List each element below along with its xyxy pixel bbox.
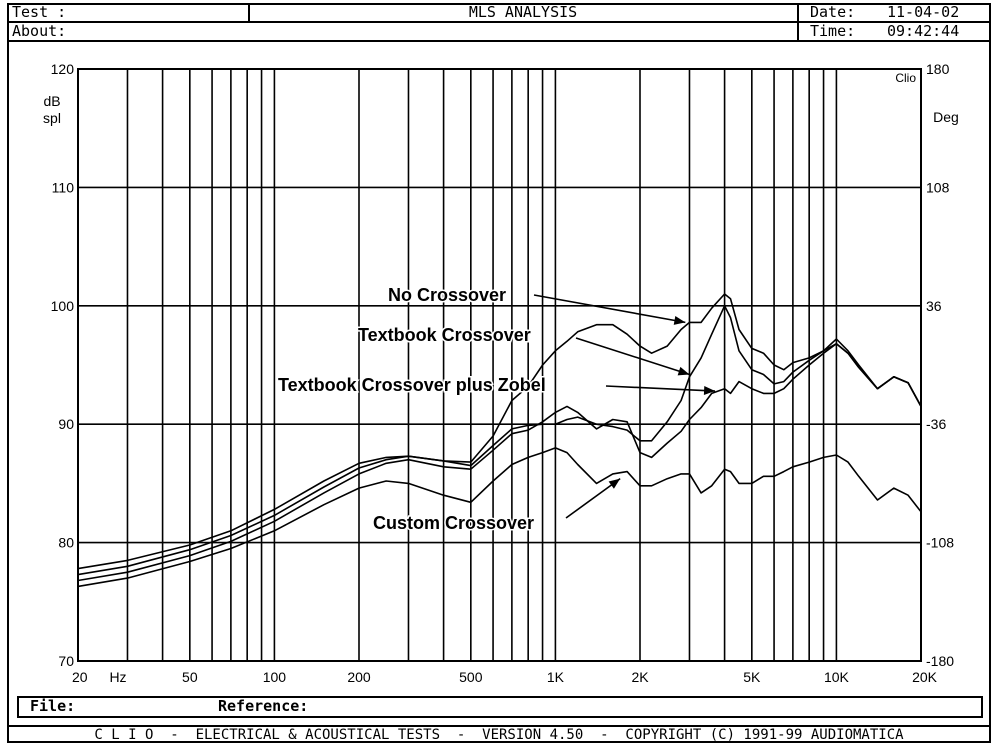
date-value: 11-04-02 (887, 3, 960, 21)
window-frame (7, 3, 991, 743)
annotation-arrow-head (677, 366, 690, 376)
annotation-arrow-head (703, 386, 716, 396)
page-title: MLS ANALYSIS (468, 3, 578, 21)
axis-labels-group: 70 80 90 100 110 120 -180 -108 -36 36 108 180 20 50 10… (43, 61, 959, 685)
annotation-label: Custom Crossover (373, 513, 534, 533)
x-tick-label: 50 (182, 669, 198, 685)
annotation-label: Textbook Crossover (358, 325, 531, 345)
annotation-label: No Crossover (388, 285, 506, 305)
time-value: 09:42:44 (887, 22, 960, 40)
y2-tick-label: 36 (926, 298, 942, 314)
y2-tick-label: -180 (926, 653, 954, 669)
y-tick-label: 100 (51, 298, 75, 314)
series-line-3 (77, 447, 922, 588)
y-tick-label: 70 (58, 653, 74, 669)
x-tick-label: 10K (824, 669, 850, 685)
annotation-arrow-line (605, 385, 716, 392)
series-line-2 (77, 342, 922, 582)
clio-corner-label: Clio (895, 71, 916, 85)
x-unit-label: Hz (109, 669, 126, 685)
annotations-group: No Crossover Textbook Crossover Textbook C… (277, 284, 716, 535)
file-reference-row (17, 696, 983, 718)
reference-label: Reference: (218, 697, 309, 715)
x-tick-label: 500 (459, 669, 483, 685)
header-vertical-left (248, 3, 250, 22)
about-label: About: (12, 22, 67, 40)
grid (77, 68, 922, 662)
annotation-arrow-line (565, 478, 621, 519)
y2-tick-label: -108 (926, 535, 954, 551)
header-divider-2 (7, 40, 991, 42)
annotation-arrow-line (575, 337, 690, 376)
file-label: File: (30, 697, 76, 715)
annotation-arrow-line (533, 294, 686, 324)
plot-border (77, 68, 922, 662)
x-tick-label: 5K (743, 669, 761, 685)
y2-tick-label: -36 (926, 416, 946, 432)
time-label: Time: (810, 22, 856, 40)
series-line-1 (77, 305, 922, 576)
y2-tick-label: 180 (926, 61, 950, 77)
annotation-arrow-head (673, 315, 686, 325)
x-tick-label: 100 (263, 669, 287, 685)
x-tick-label: 1K (547, 669, 565, 685)
y-tick-label: 80 (58, 535, 74, 551)
y-axis-label: dB spl (43, 93, 61, 126)
header-vertical-right (797, 3, 799, 41)
x-tick-label: 20 (72, 669, 88, 685)
series-group (77, 293, 922, 588)
date-label: Date: (810, 3, 856, 21)
y2-axis-label: Deg (933, 109, 959, 125)
y-tick-label: 110 (52, 179, 75, 195)
x-tick-label: 2K (631, 669, 649, 685)
test-label: Test : (12, 3, 67, 21)
y-tick-label: 120 (51, 61, 75, 77)
footer-divider (7, 725, 991, 727)
annotation-arrow-head (608, 478, 621, 489)
footer-copyright: C L I O - ELECTRICAL & ACOUSTICAL TESTS … (94, 727, 904, 743)
x-tick-label: 20K (912, 669, 938, 685)
x-tick-label: 200 (347, 669, 371, 685)
header-divider-1 (7, 21, 991, 23)
y-tick-label: 90 (58, 416, 74, 432)
annotation-label: Textbook Crossover plus Zobel (278, 375, 546, 395)
y2-tick-label: 108 (926, 179, 950, 195)
